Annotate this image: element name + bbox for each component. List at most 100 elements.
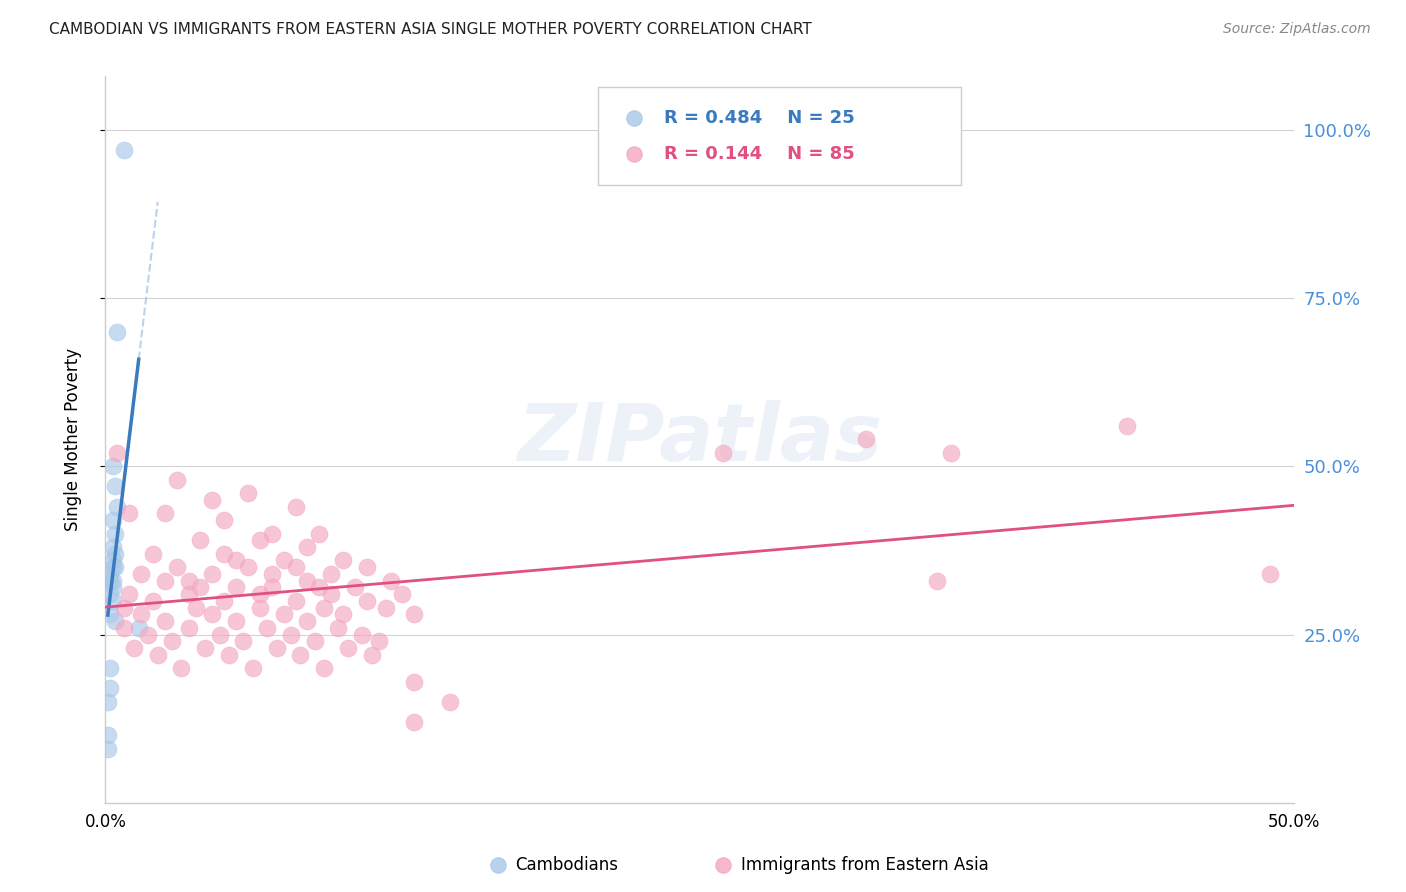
Point — [105, 325, 128, 339]
Point — [98, 566, 121, 581]
Point — [153, 574, 176, 588]
Point — [190, 581, 212, 595]
Point — [101, 540, 124, 554]
Point — [1152, 195, 1174, 210]
Point — [201, 566, 224, 581]
Point — [105, 500, 128, 514]
Point — [260, 566, 283, 581]
Point — [404, 607, 426, 622]
Point — [1116, 418, 1139, 433]
Point — [855, 433, 877, 447]
Point — [153, 614, 176, 628]
Point — [391, 587, 413, 601]
Point — [332, 553, 354, 567]
Point — [284, 500, 307, 514]
Point — [114, 621, 136, 635]
Point — [98, 661, 121, 675]
Point — [284, 560, 307, 574]
Point — [256, 621, 278, 635]
Point — [104, 479, 127, 493]
Point — [142, 547, 165, 561]
Point — [104, 526, 127, 541]
Point — [118, 507, 141, 521]
Point — [225, 614, 247, 628]
Point — [104, 560, 127, 574]
Point — [194, 640, 217, 655]
Point — [160, 634, 183, 648]
Point — [101, 581, 124, 595]
Text: ZIPatlas: ZIPatlas — [517, 401, 882, 478]
Point — [249, 533, 271, 548]
Point — [146, 648, 169, 662]
Point — [101, 459, 124, 474]
Point — [280, 627, 302, 641]
Point — [225, 553, 247, 567]
Point — [304, 634, 326, 648]
Point — [201, 492, 224, 507]
Point — [97, 695, 120, 709]
Point — [114, 143, 136, 157]
Point — [321, 566, 343, 581]
Point — [249, 600, 271, 615]
Point — [356, 560, 378, 574]
Point — [336, 640, 359, 655]
Point — [380, 574, 402, 588]
Point — [166, 560, 188, 574]
Point — [166, 473, 188, 487]
Point — [260, 581, 283, 595]
Point — [101, 594, 124, 608]
Point — [312, 661, 335, 675]
Y-axis label: Single Mother Poverty: Single Mother Poverty — [63, 348, 82, 531]
Point — [284, 594, 307, 608]
Point — [297, 540, 319, 554]
FancyBboxPatch shape — [599, 87, 960, 185]
Point — [242, 661, 264, 675]
Point — [343, 581, 366, 595]
Point — [404, 674, 426, 689]
Point — [153, 507, 176, 521]
Point — [101, 574, 124, 588]
Point — [177, 621, 200, 635]
Text: Cambodians: Cambodians — [516, 855, 619, 873]
Point — [97, 729, 120, 743]
Point — [98, 681, 121, 696]
Point — [142, 594, 165, 608]
Point — [208, 627, 231, 641]
Point — [118, 587, 141, 601]
Point — [201, 607, 224, 622]
Point — [190, 533, 212, 548]
Point — [236, 560, 259, 574]
Text: Source: ZipAtlas.com: Source: ZipAtlas.com — [1223, 22, 1371, 37]
Point — [122, 640, 145, 655]
Point — [98, 574, 121, 588]
Point — [170, 661, 193, 675]
Point — [290, 648, 312, 662]
Point — [177, 587, 200, 601]
Point — [97, 742, 120, 756]
Point — [404, 714, 426, 729]
Point — [129, 566, 152, 581]
Point — [1330, 853, 1353, 867]
Point — [214, 547, 236, 561]
Point — [312, 600, 335, 615]
Point — [332, 607, 354, 622]
Point — [711, 446, 734, 460]
Point — [98, 587, 121, 601]
Point — [136, 627, 159, 641]
Point — [273, 553, 295, 567]
Text: CAMBODIAN VS IMMIGRANTS FROM EASTERN ASIA SINGLE MOTHER POVERTY CORRELATION CHAR: CAMBODIAN VS IMMIGRANTS FROM EASTERN ASI… — [49, 22, 811, 37]
Point — [1152, 161, 1174, 176]
Point — [101, 553, 124, 567]
Point — [129, 607, 152, 622]
Point — [249, 587, 271, 601]
Point — [1258, 566, 1281, 581]
Point — [297, 614, 319, 628]
Point — [360, 648, 382, 662]
Point — [308, 581, 330, 595]
Text: R = 0.144    N = 85: R = 0.144 N = 85 — [664, 145, 855, 163]
Point — [114, 600, 136, 615]
Point — [214, 513, 236, 527]
Point — [101, 560, 124, 574]
Point — [225, 581, 247, 595]
Point — [879, 853, 901, 867]
